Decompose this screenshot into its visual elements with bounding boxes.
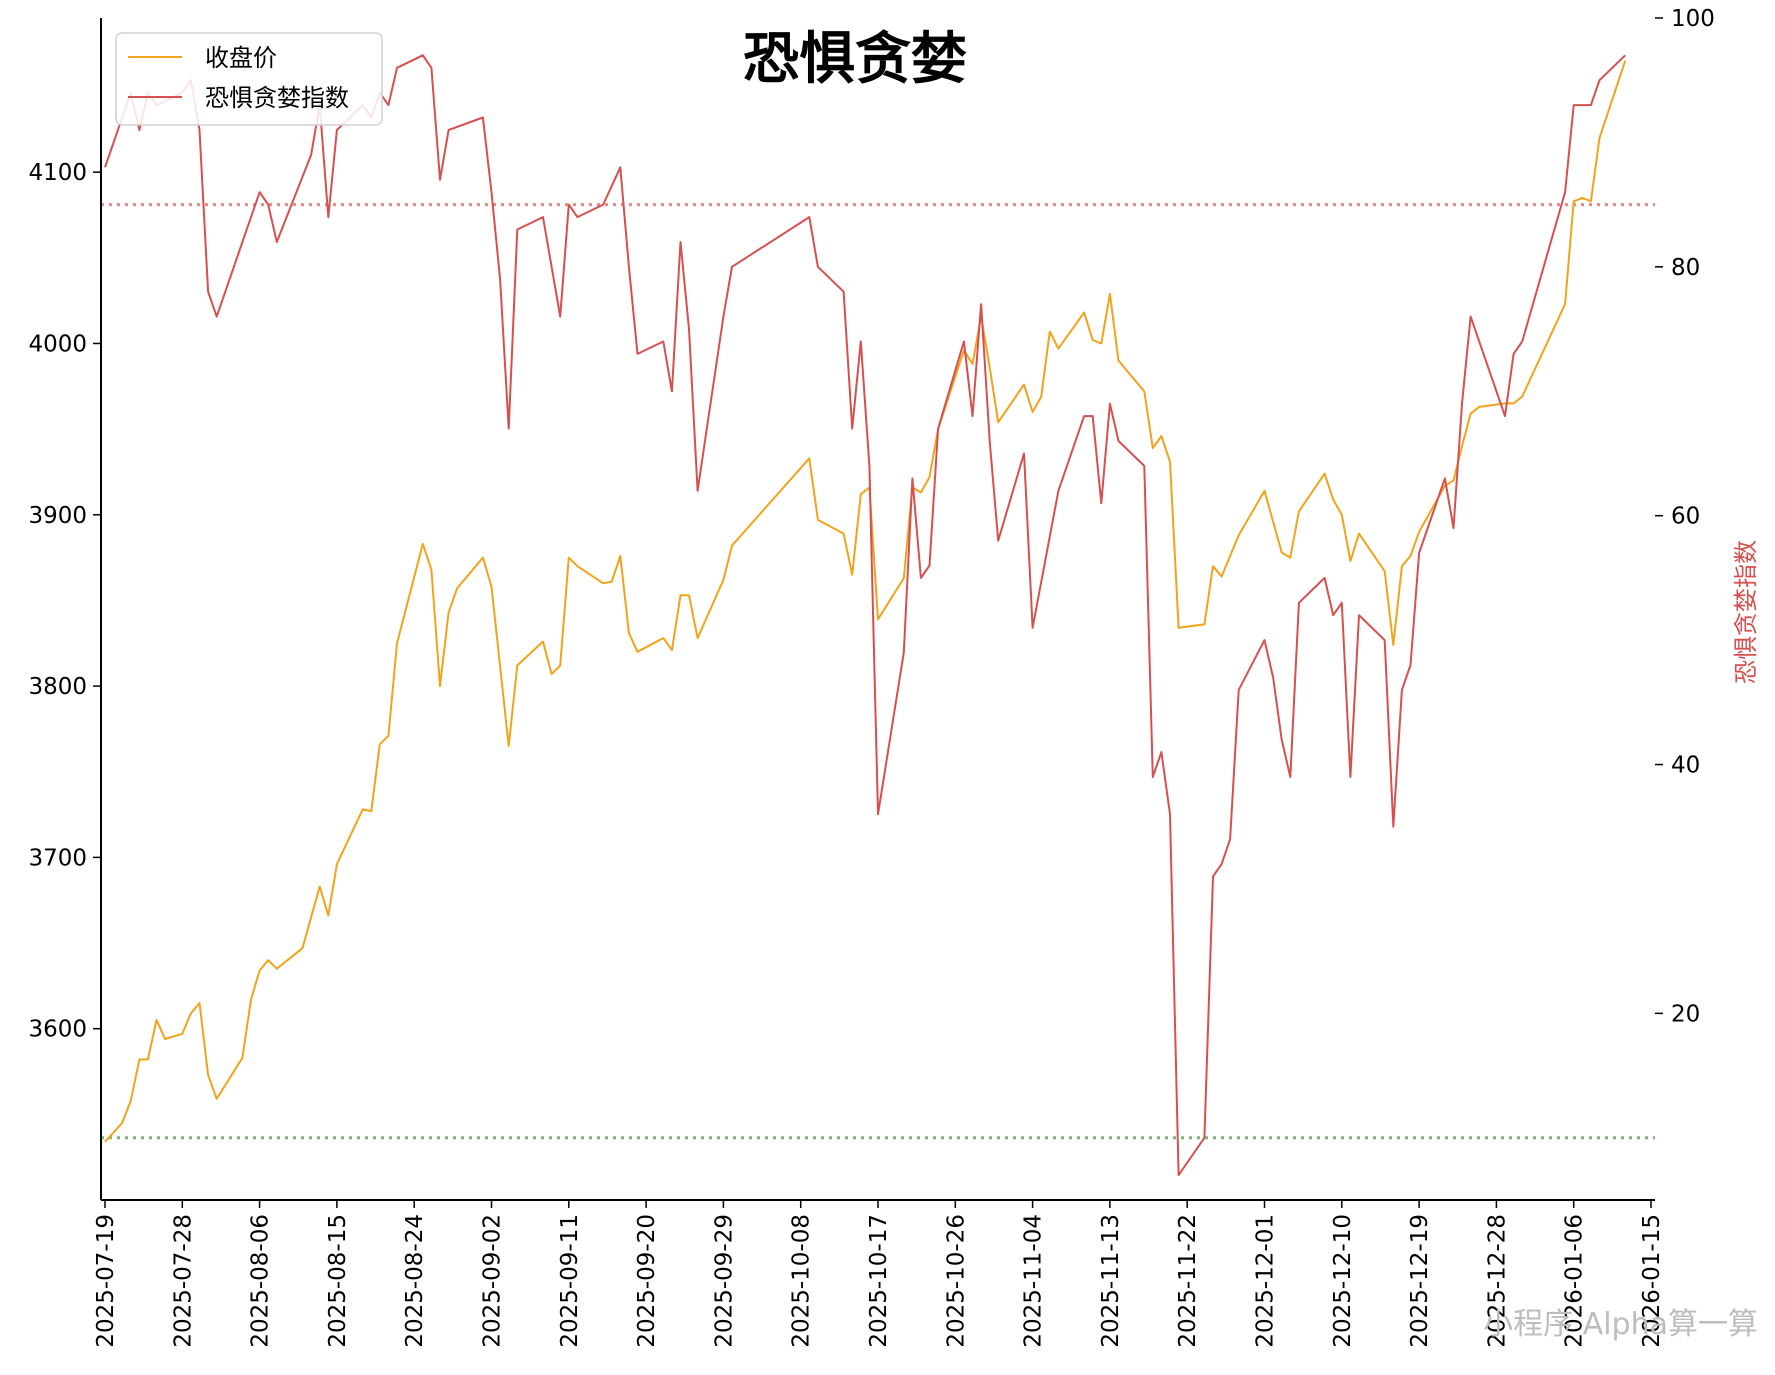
left-tick-label: 4100 — [28, 160, 87, 186]
x-tick-label: 2025-10-26 — [943, 1214, 969, 1348]
legend: 收盘价 恐惧贪婪指数 — [115, 32, 383, 126]
legend-label-close: 收盘价 — [205, 44, 277, 72]
x-tick-label: 2025-08-06 — [248, 1214, 274, 1348]
series-layer — [104, 54, 1627, 1177]
legend-box — [115, 32, 383, 126]
left-y-ticks: 3600 3700 3800 3900 4000 4100 — [28, 160, 101, 1043]
x-tick-label: 2025-09-20 — [634, 1214, 660, 1348]
x-tick-label: 2025-11-13 — [1098, 1214, 1124, 1348]
x-tick-label: 2025-11-04 — [1021, 1214, 1047, 1348]
left-tick-label: 3700 — [28, 845, 87, 871]
right-y-ticks: 20 40 60 80 100 — [1655, 6, 1715, 1027]
left-tick-label: 3900 — [28, 503, 87, 529]
x-tick-label: 2025-07-19 — [93, 1214, 119, 1348]
x-tick-label: 2025-12-28 — [1484, 1214, 1510, 1348]
left-tick-label: 3800 — [28, 674, 87, 700]
reference-lines — [101, 203, 1655, 1140]
chart-title: 恐惧贪婪 — [743, 27, 967, 92]
right-tick-label: 60 — [1671, 504, 1700, 530]
right-tick-label: 20 — [1671, 1001, 1700, 1027]
legend-label-fgi: 恐惧贪婪指数 — [205, 84, 349, 112]
x-tick-label: 2025-10-08 — [789, 1214, 815, 1348]
x-tick-label: 2025-09-29 — [711, 1214, 737, 1348]
x-tick-label: 2025-08-24 — [402, 1214, 428, 1348]
left-tick-label: 3600 — [28, 1017, 87, 1043]
x-tick-label: 2025-12-01 — [1253, 1214, 1279, 1348]
watermark: 小程序 Alpha算一算 — [1483, 1307, 1758, 1342]
x-tick-label: 2025-11-22 — [1175, 1214, 1201, 1348]
x-ticks: 2025-07-19 2025-07-28 2025-08-06 2025-08-15… — [93, 1200, 1665, 1348]
right-axis-label: 恐惧贪婪指数 — [1732, 540, 1760, 684]
x-tick-label: 2025-09-02 — [480, 1214, 506, 1348]
left-tick-label: 4000 — [28, 331, 87, 357]
x-tick-label: 2025-07-28 — [170, 1214, 196, 1348]
x-tick-label: 2025-09-11 — [557, 1214, 583, 1348]
series-line-close — [104, 60, 1627, 1143]
right-tick-label: 40 — [1671, 753, 1700, 779]
right-tick-label: 100 — [1671, 6, 1715, 32]
x-tick-label: 2025-12-19 — [1407, 1214, 1433, 1348]
right-tick-label: 80 — [1671, 255, 1700, 281]
x-tick-label: 2025-10-17 — [866, 1214, 892, 1348]
x-tick-label: 2025-08-15 — [325, 1214, 351, 1348]
x-tick-label: 2026-01-15 — [1639, 1214, 1665, 1348]
x-tick-label: 2025-12-10 — [1330, 1214, 1356, 1348]
x-tick-label: 2026-01-06 — [1562, 1214, 1588, 1348]
